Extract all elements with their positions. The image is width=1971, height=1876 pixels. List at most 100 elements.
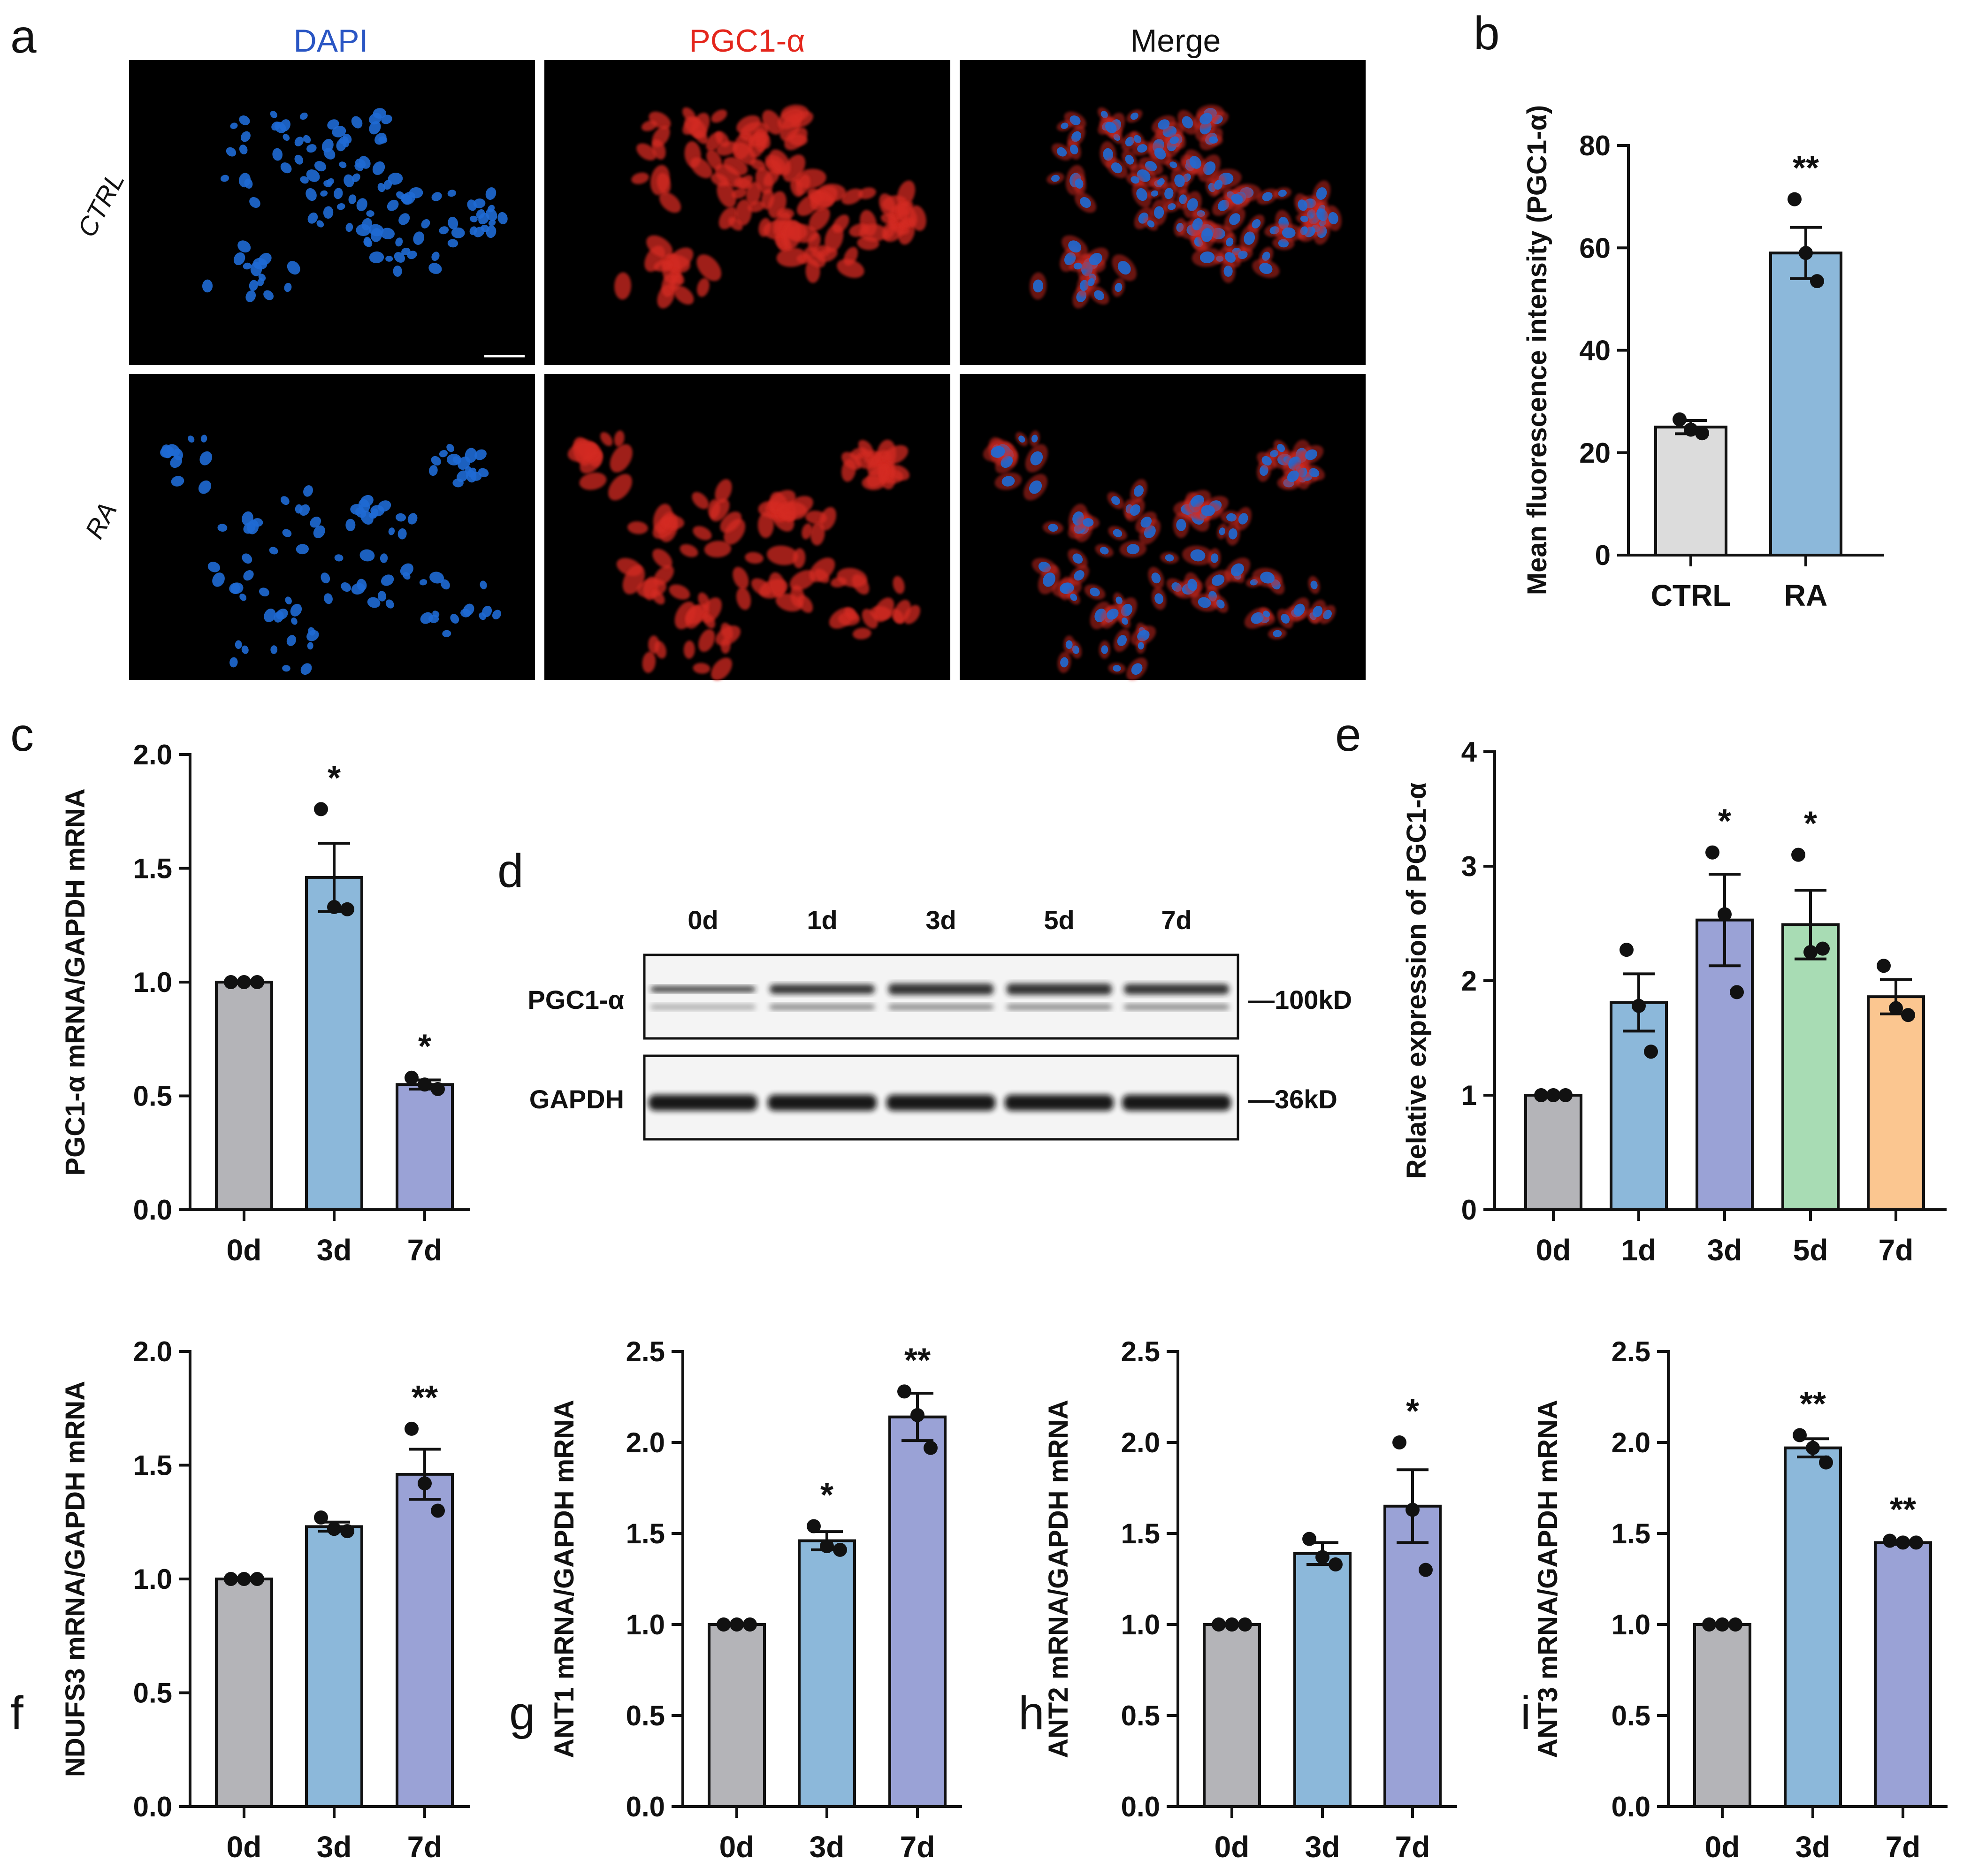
cell-nucleus (285, 596, 292, 605)
cell-nucleus (202, 279, 213, 293)
cell-cytoplasm (862, 609, 878, 629)
cell-cytoplasm (775, 593, 803, 612)
cell-nucleus (377, 183, 385, 192)
cell-nucleus (1316, 187, 1327, 200)
cell-nucleus (1316, 208, 1328, 221)
cell-nucleus (1169, 161, 1177, 168)
cell-cytoplasm (685, 604, 710, 625)
cell-nucleus (1230, 563, 1244, 576)
cell-nucleus (397, 528, 407, 540)
cell-nucleus (1089, 253, 1102, 266)
cell-nucleus (1060, 657, 1069, 668)
cell-nucleus (270, 111, 277, 118)
data-point (1702, 1617, 1716, 1632)
cell-cytoplasm (809, 207, 830, 231)
cell-cytoplasm (703, 614, 716, 629)
cell-cytoplasm (810, 522, 825, 546)
x-tick-label: 3d (317, 1830, 352, 1864)
data-point (431, 1503, 445, 1518)
y-tick-label: 40 (1579, 335, 1611, 366)
cell-nucleus (1226, 237, 1234, 247)
x-tick-label: 3d (317, 1233, 352, 1267)
y-tick-label: 20 (1579, 437, 1611, 469)
cell-nucleus (229, 582, 244, 594)
bar-7d (396, 1083, 454, 1211)
cell-nucleus (1001, 476, 1015, 487)
cell-nucleus (446, 443, 455, 452)
bar-7d (888, 1415, 947, 1808)
cell-nucleus (1100, 111, 1108, 118)
cell-cytoplasm (696, 254, 721, 281)
data-point (1534, 1088, 1548, 1102)
cell-nucleus (1088, 278, 1095, 286)
cell-cytoplasm (809, 191, 834, 207)
cell-nucleus (359, 549, 375, 562)
pgc1a-band-lower (770, 1004, 875, 1010)
cell-nucleus (303, 485, 313, 497)
cell-nucleus (385, 599, 394, 609)
bar-7d (1383, 1504, 1442, 1808)
data-point (1791, 847, 1805, 862)
cell-cytoplasm (778, 108, 804, 130)
data-point (1715, 1617, 1729, 1632)
cell-cytoplasm (852, 627, 871, 640)
y-tick-label: 0.5 (133, 1081, 172, 1112)
lane-label-3d: 3d (925, 905, 956, 935)
y-tick-label: 2.0 (133, 739, 172, 770)
bar-ra (1769, 252, 1842, 557)
panel-letter-c: c (10, 709, 34, 761)
micrograph-ra-dapi (129, 374, 535, 680)
panel-letter-g: g (509, 1687, 535, 1739)
cell-nucleus (407, 251, 417, 259)
cell-nucleus (1169, 136, 1179, 145)
gapdh-band (1005, 1095, 1114, 1111)
cell-nucleus (300, 663, 312, 675)
data-point (237, 1572, 251, 1586)
cell-cytoplasm (859, 224, 888, 242)
cells-ctrl-merge (1030, 105, 1342, 309)
data-point (327, 900, 341, 914)
cell-nucleus (439, 450, 448, 458)
cell-nucleus (306, 630, 319, 641)
cell-nucleus (1252, 219, 1261, 229)
cell-nucleus (1071, 131, 1081, 142)
cell-cytoplasm (873, 597, 894, 622)
significance-marker: ** (1800, 1385, 1826, 1423)
bar-3d (305, 1525, 363, 1808)
cell-fluorescence-layer (160, 105, 1342, 680)
bar-3d (1696, 918, 1754, 1212)
cell-nucleus (369, 251, 384, 263)
cell-nucleus (274, 122, 286, 133)
y-axis-label: ANT1 mRNA/GAPDH mRNA (549, 1400, 580, 1758)
cell-nucleus (1187, 579, 1198, 591)
cell-nucleus (1157, 178, 1165, 186)
cell-nucleus (497, 212, 508, 224)
data-point (1877, 959, 1891, 973)
y-axis-label: ANT2 mRNA/GAPDH mRNA (1043, 1400, 1074, 1758)
cell-nucleus (380, 228, 395, 239)
cell-nucleus (1228, 528, 1238, 540)
x-tick-label: 0d (1536, 1233, 1571, 1267)
cell-nucleus (243, 262, 252, 270)
cell-nucleus (485, 187, 497, 200)
cell-cytoplasm (636, 143, 657, 160)
y-tick-label: 2.0 (626, 1427, 665, 1458)
cell-nucleus (284, 282, 292, 292)
cell-nucleus (407, 513, 418, 525)
cell-nucleus (1287, 470, 1299, 482)
y-tick-label: 2.5 (1612, 1336, 1650, 1367)
cell-nucleus (1151, 190, 1159, 197)
cell-nucleus (396, 513, 406, 522)
cell-cytoplasm (667, 247, 694, 271)
cell-cytoplasm (746, 182, 761, 206)
cell-cytoplasm (866, 465, 889, 488)
column-header-pgc1a: PGC1-α (689, 23, 805, 59)
data-point (1788, 192, 1802, 206)
cell-cytoplasm (782, 220, 802, 250)
bar-0d (708, 1623, 766, 1808)
cell-cytoplasm (704, 541, 732, 557)
cell-nucleus (1080, 197, 1091, 208)
cell-cytoplasm (762, 110, 782, 135)
cell-nucleus (431, 192, 442, 201)
data-point (807, 1519, 821, 1533)
